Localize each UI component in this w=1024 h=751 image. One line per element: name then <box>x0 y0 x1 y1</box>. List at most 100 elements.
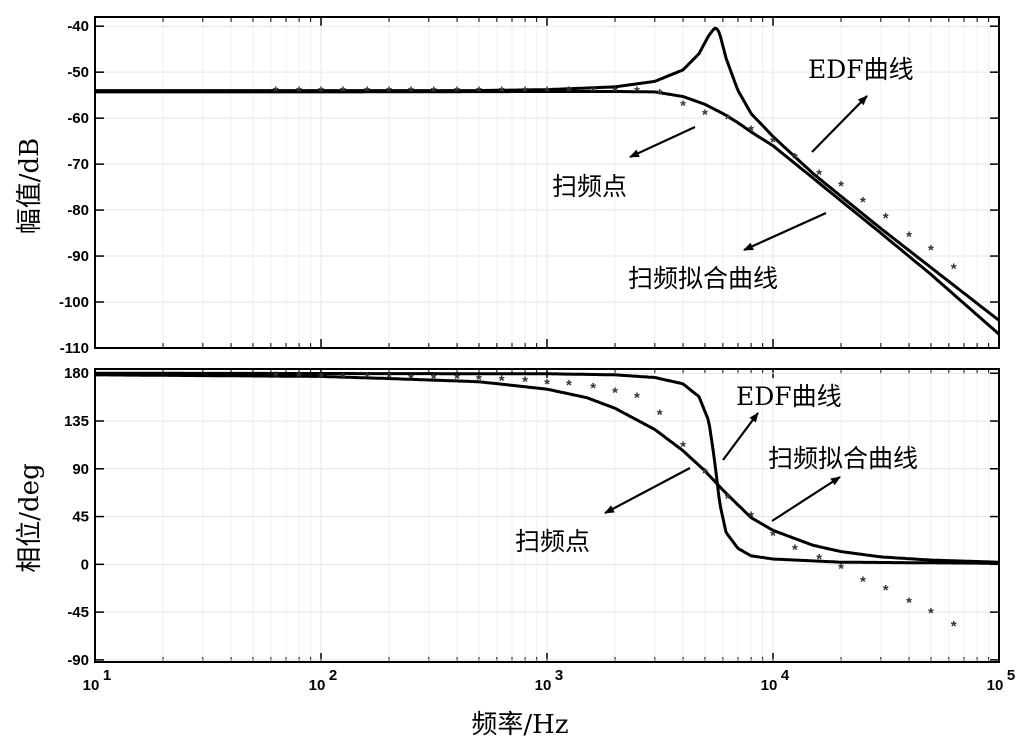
sweep-point-marker: * <box>725 111 731 128</box>
x-tick-exponent: 2 <box>329 667 337 684</box>
sweep-point-marker: * <box>928 605 934 622</box>
sweep-point-marker: * <box>386 369 392 386</box>
sweep-point-marker: * <box>318 369 324 386</box>
sweep-point-marker: * <box>544 84 550 101</box>
sweep-point-marker: * <box>273 84 279 101</box>
sweep-point-marker: * <box>816 551 822 568</box>
sweep-point-marker: * <box>408 370 414 387</box>
phase-series: * * * * * * * * * * * * * * * * * * * * * * * * * * * * * * * <box>94 368 999 635</box>
phase-y-tick-label: -45 <box>67 604 89 621</box>
sweep-point-marker: * <box>364 84 370 101</box>
sweep-point-marker: * <box>499 373 505 390</box>
sweep-point-marker: * <box>770 528 776 545</box>
sweep-point-marker: * <box>566 84 572 101</box>
annotation-arrow-fit-top <box>743 211 827 252</box>
magnitude-y-tick-label: -80 <box>67 202 89 219</box>
annotation-edf-top: EDF曲线 <box>808 55 914 84</box>
phase-plot: * * * * * * * * * * * * * * * * * * * * * * * * * * * * * * * -90 -45 0 4… <box>64 365 1015 694</box>
sweep-point-marker: * <box>364 369 370 386</box>
sweep-point-marker: * <box>702 107 708 124</box>
sweep-point-marker: * <box>522 374 528 391</box>
sweep-point-marker: * <box>657 86 663 103</box>
x-tick-exponent: 3 <box>555 667 563 684</box>
sweep-point-marker: * <box>544 376 550 393</box>
sweep-point-marker: * <box>340 84 346 101</box>
sweep-point-marker: * <box>770 134 776 151</box>
sweep-point-marker: * <box>431 370 437 387</box>
sweep-point-marker: * <box>928 242 934 259</box>
sweep-point-marker: * <box>680 97 686 114</box>
sweep-point-marker: * <box>680 438 686 455</box>
sweep-point-marker: * <box>522 84 528 101</box>
annotation-arrow-fit-bottom <box>771 476 841 522</box>
magnitude-y-tick-label: -100 <box>59 294 89 311</box>
sweep-point-marker: * <box>566 377 572 394</box>
sweep-point-marker: * <box>476 372 482 389</box>
sweep-point-marker: * <box>634 390 640 407</box>
sweep-point-marker: * <box>340 369 346 386</box>
phase-y-tick-label: 135 <box>64 413 89 430</box>
sweep-point-marker: * <box>454 84 460 101</box>
sweep-point-marker: * <box>296 84 302 101</box>
sweep-point-marker: * <box>883 210 889 227</box>
phase-y-tick-label: 180 <box>64 365 89 382</box>
phase-y-ticks: -90 -45 0 45 90 135 180 <box>64 365 89 669</box>
x-tick-exponent: 5 <box>1007 667 1015 684</box>
magnitude-frame <box>94 16 1000 349</box>
sweep-point-marker: * <box>657 407 663 424</box>
sweep-point-marker: * <box>612 84 618 101</box>
magnitude-y-tick-label: -70 <box>67 156 89 173</box>
magnitude-y-label: 幅值/dB <box>15 138 45 235</box>
sweep-point-marker: * <box>634 84 640 101</box>
phase-y-tick-label: 45 <box>72 509 89 526</box>
magnitude-y-tick-label: -50 <box>67 64 89 81</box>
phase-grid <box>94 369 1000 662</box>
magnitude-annotations: EDF曲线 扫频点 扫频拟合曲线 <box>552 55 914 293</box>
sweep-point-marker: * <box>296 368 302 385</box>
sweep-point-marker: * <box>906 228 912 245</box>
phase-annotations: EDF曲线 扫频拟合曲线 扫频点 <box>515 382 918 556</box>
sweep-point-marker: * <box>590 84 596 101</box>
phase-frame <box>94 368 1000 663</box>
sweep-point-marker: * <box>838 178 844 195</box>
magnitude-y-ticks: -110 -100 -90 -80 -70 -60 -50 -40 <box>59 18 89 357</box>
sweep-point-marker: * <box>860 194 866 211</box>
sweep-fit-curve-line <box>95 90 1000 336</box>
phase-y-tick-label: 0 <box>81 556 89 573</box>
sweep-point-marker: * <box>273 368 279 385</box>
x-tick-label: 10 <box>535 677 552 694</box>
sweep-point-marker: * <box>431 84 437 101</box>
sweep-point-marker: * <box>612 384 618 401</box>
phase-y-tick-label: 90 <box>72 461 89 478</box>
annotation-arrow-points-top <box>629 126 696 158</box>
annotation-edf-bottom: EDF曲线 <box>736 382 842 411</box>
sweep-point-marker: * <box>386 84 392 101</box>
x-tick-label: 10 <box>309 677 326 694</box>
annotation-points-top: 扫频点 <box>552 172 627 201</box>
sweep-point-marker: * <box>838 561 844 578</box>
magnitude-y-tick-label: -40 <box>67 18 89 35</box>
phase-y-tick-label: -90 <box>67 652 89 669</box>
sweep-point-marker: * <box>725 490 731 507</box>
sweep-point-marker: * <box>318 84 324 101</box>
magnitude-series: * * * * * * * * * * * * * * * * * * * * * * * * * * * * * * * <box>95 26 1000 336</box>
frequency-x-label: 频率/Hz <box>471 710 568 740</box>
sweep-point-marker: * <box>792 541 798 558</box>
sweep-point-marker: * <box>454 370 460 387</box>
magnitude-plot: * * * * * * * * * * * * * * * * * * * * * * * * * * * * * * * -110 -100… <box>59 16 1000 357</box>
sweep-point-marker: * <box>792 150 798 167</box>
magnitude-y-tick-label: -60 <box>67 110 89 127</box>
magnitude-y-tick-label: -110 <box>60 340 89 357</box>
sweep-point-marker: * <box>906 594 912 611</box>
edf-curve-line <box>95 371 999 565</box>
sweep-point-marker: * <box>951 618 957 635</box>
sweep-point-marker: * <box>860 573 866 590</box>
annotation-fit-bottom: 扫频拟合曲线 <box>768 444 918 473</box>
sweep-point-marker: * <box>816 166 822 183</box>
sweep-point-marker: * <box>408 84 414 101</box>
annotation-arrow-edf-top <box>811 95 868 153</box>
sweep-point-marker: * <box>702 465 708 482</box>
annotation-fit-top: 扫频拟合曲线 <box>628 264 778 293</box>
